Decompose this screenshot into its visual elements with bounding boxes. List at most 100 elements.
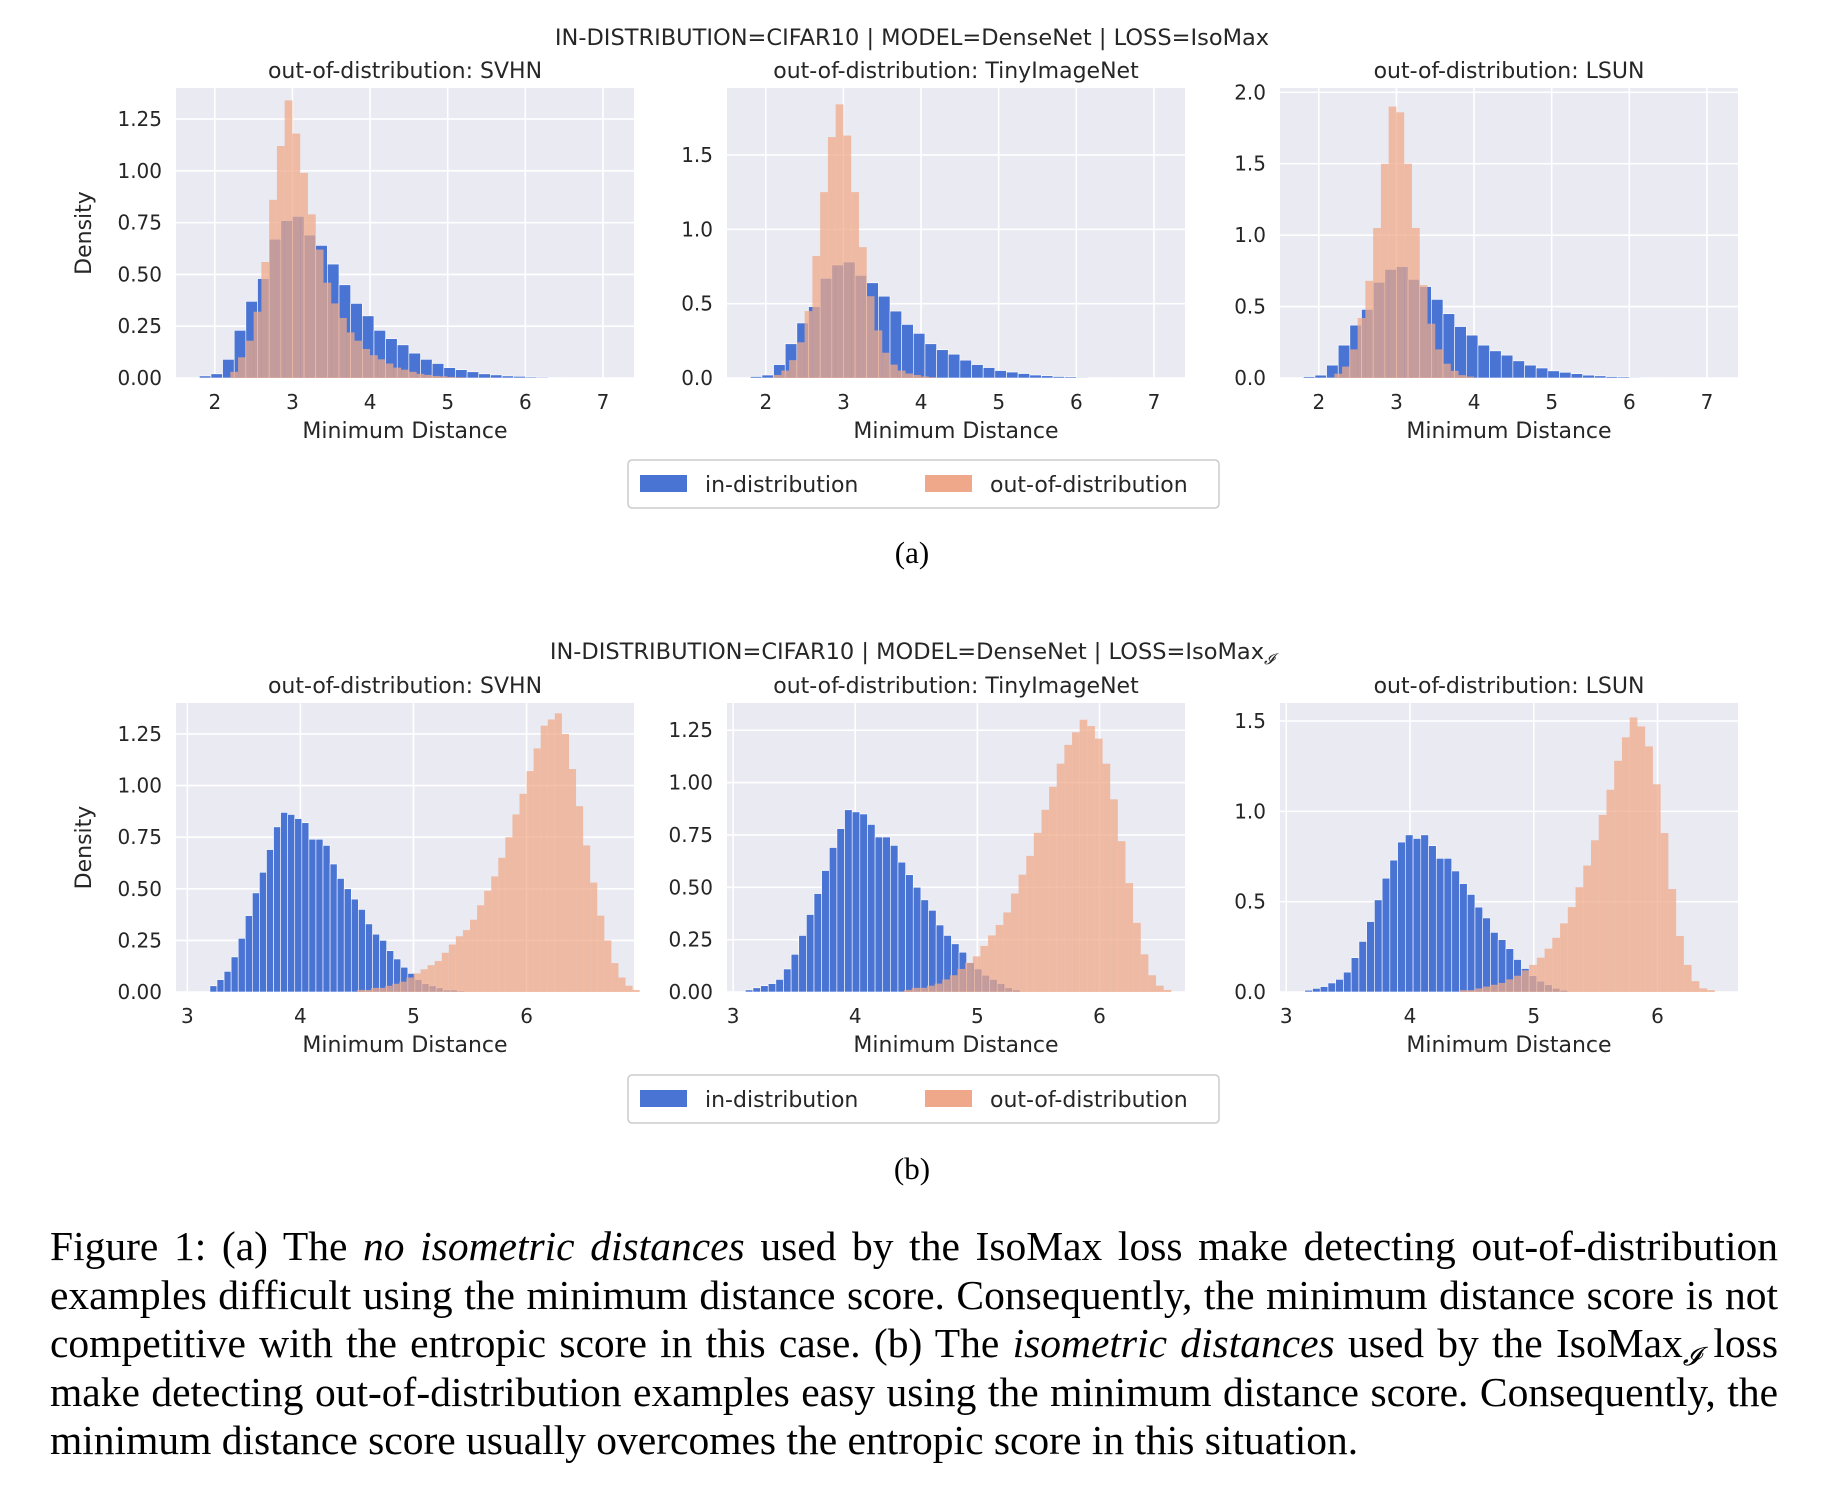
histogram-bar-out-of-distribution	[385, 363, 394, 378]
subplot-title: out-of-distribution: LSUN	[1374, 674, 1645, 699]
histogram-bar-out-of-distribution	[835, 104, 844, 379]
histogram-bar-out-of-distribution	[1334, 373, 1343, 378]
histogram-bar-in-distribution	[920, 899, 929, 993]
histogram-bar-out-of-distribution	[897, 370, 906, 378]
histogram-bar-out-of-distribution	[1583, 865, 1592, 992]
histogram-bar-out-of-distribution	[1349, 349, 1358, 378]
histogram-bar-in-distribution	[798, 935, 807, 993]
histogram-bar-in-distribution	[1459, 883, 1468, 993]
histogram-bar-out-of-distribution	[339, 317, 347, 378]
x-tick-label: 5	[441, 390, 454, 414]
histogram-bar-out-of-distribution	[590, 882, 598, 992]
histogram-bar-out-of-distribution	[447, 376, 456, 378]
y-tick-label: 1.5	[1234, 709, 1266, 733]
histogram-bar-out-of-distribution	[331, 303, 340, 378]
histogram-bar-in-distribution	[358, 909, 366, 993]
histogram-bar-out-of-distribution	[1575, 887, 1584, 992]
histogram-bar-out-of-distribution	[1498, 982, 1506, 992]
histogram-bar-out-of-distribution	[972, 956, 981, 992]
x-tick-label: 6	[1623, 390, 1636, 414]
histogram-bar-out-of-distribution	[512, 814, 520, 992]
histogram-bar-in-distribution	[828, 847, 838, 993]
histogram-bar-out-of-distribution	[1699, 988, 1708, 992]
histogram-bar-out-of-distribution	[547, 719, 555, 992]
histogram-bar-out-of-distribution	[1482, 986, 1491, 992]
histogram-bar-out-of-distribution	[919, 987, 927, 992]
histogram-bar-in-distribution	[761, 374, 774, 379]
histogram-bar-out-of-distribution	[1652, 784, 1661, 992]
x-tick-label: 6	[1093, 1004, 1106, 1028]
y-tick-label: 0.5	[1234, 295, 1266, 319]
histogram-bar-out-of-distribution	[1474, 988, 1483, 992]
histogram-bar-out-of-distribution	[1621, 737, 1630, 992]
y-tick-label: 1.00	[117, 159, 162, 183]
histogram-bar-out-of-distribution	[804, 311, 813, 378]
figure-panel-a: IN-DISTRIBUTION=CIFAR10 | MODEL=DenseNet…	[72, 25, 1738, 570]
histogram-bar-out-of-distribution	[554, 713, 562, 992]
subplot-title: out-of-distribution: TinyImageNet	[773, 59, 1139, 84]
x-tick-label: 3	[181, 1004, 194, 1028]
histogram-bar-in-distribution	[379, 940, 387, 993]
histogram-bar-in-distribution	[308, 838, 317, 993]
histogram-bar-out-of-distribution	[441, 952, 449, 992]
histogram-bar-out-of-distribution	[618, 977, 626, 992]
legend-swatch-in-distribution	[640, 1090, 687, 1107]
histogram-bar-in-distribution	[1466, 894, 1476, 993]
histogram-bar-in-distribution	[343, 888, 352, 993]
x-tick-label: 7	[1148, 390, 1161, 414]
histogram-bar-in-distribution	[924, 343, 937, 379]
histogram-bar-out-of-distribution	[356, 989, 365, 992]
histogram-bar-in-distribution	[1041, 375, 1054, 379]
x-tick-label: 5	[992, 390, 1005, 414]
histogram-bar-in-distribution	[1343, 971, 1352, 993]
histogram-bar-in-distribution	[216, 979, 225, 993]
histogram-bar-out-of-distribution	[1567, 907, 1576, 992]
caption-text-3: loss make detecting out-of-distribution …	[50, 1320, 1778, 1463]
histogram-bar-in-distribution	[890, 845, 899, 993]
histogram-bar-in-distribution	[1319, 986, 1329, 993]
x-tick-label: 2	[208, 390, 221, 414]
histogram-bar-out-of-distribution	[913, 375, 922, 378]
y-tick-label: 1.00	[668, 771, 713, 795]
histogram-bar-out-of-distribution	[427, 965, 435, 992]
histogram-bar-in-distribution	[266, 849, 274, 993]
histogram-bar-out-of-distribution	[1505, 979, 1514, 992]
histogram-bar-out-of-distribution	[269, 199, 277, 378]
histogram-bar-out-of-distribution	[1419, 285, 1428, 378]
histogram-bar-in-distribution	[867, 824, 876, 993]
subplot-b-svhn: 3 4 5 6 0.00 0.25 0.50 0.75 1.00 1.25 out-of-distr…	[72, 674, 640, 1058]
histogram-bar-in-distribution	[1428, 845, 1437, 993]
histogram-bar-in-distribution	[536, 376, 549, 379]
histogram-bar-in-distribution	[1006, 371, 1019, 379]
histogram-bar-out-of-distribution	[1645, 746, 1653, 992]
y-tick-label: 0.0	[1234, 980, 1266, 1004]
x-tick-label: 7	[597, 390, 610, 414]
histogram-bar-out-of-distribution	[364, 989, 372, 992]
histogram-bar-out-of-distribution	[1056, 763, 1065, 992]
histogram-bar-out-of-distribution	[926, 985, 935, 992]
histogram-bar-in-distribution	[882, 836, 891, 993]
histogram-bar-in-distribution	[1405, 834, 1414, 993]
histogram-bar-in-distribution	[287, 814, 296, 993]
caption-prefix: Figure 1: (a) The	[50, 1223, 364, 1269]
legend-box	[627, 1074, 1220, 1124]
x-axis-label: Minimum Distance	[1406, 419, 1611, 444]
panel-label-b: (b)	[894, 1151, 930, 1186]
histogram-bar-in-distribution	[223, 971, 232, 993]
histogram-bar-out-of-distribution	[1125, 883, 1134, 992]
histogram-bar-out-of-distribution	[377, 359, 386, 378]
x-tick-label: 2	[1312, 390, 1325, 414]
histogram-bar-out-of-distribution	[1357, 318, 1366, 378]
histogram-bar-out-of-distribution	[1033, 832, 1042, 992]
histogram-bar-in-distribution	[982, 367, 996, 379]
histogram-bar-in-distribution	[1314, 374, 1327, 379]
histogram-bar-out-of-distribution	[1591, 840, 1599, 992]
histogram-bar-out-of-distribution	[1466, 376, 1475, 378]
suptitle-b-main: IN-DISTRIBUTION=CIFAR10 | MODEL=DenseNet…	[550, 639, 1264, 665]
histogram-bar-in-distribution	[901, 324, 914, 379]
histogram-bar-out-of-distribution	[408, 371, 417, 378]
histogram-bar-in-distribution	[1547, 370, 1560, 379]
histogram-bar-out-of-distribution	[420, 969, 428, 992]
histogram-bar-in-distribution	[844, 809, 853, 993]
caption-text-2: used by the IsoMax	[1334, 1320, 1683, 1366]
